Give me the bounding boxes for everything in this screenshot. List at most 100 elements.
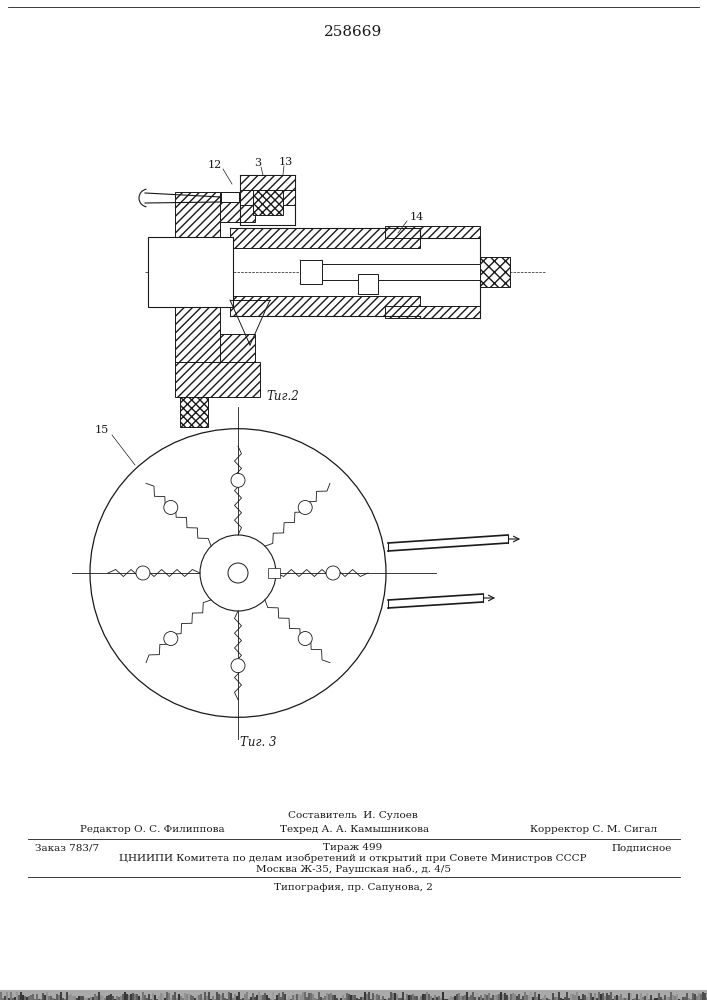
Bar	[306, 997, 308, 1000]
Bar	[574, 995, 576, 1000]
Bar	[474, 997, 476, 1000]
Bar	[624, 998, 626, 1000]
Bar	[220, 995, 222, 1000]
Bar	[174, 992, 176, 1000]
Bar	[622, 998, 624, 1000]
Bar	[68, 995, 70, 1000]
Bar	[308, 993, 310, 1000]
Bar	[346, 993, 348, 1000]
Bar	[404, 999, 406, 1000]
Bar	[410, 995, 412, 1000]
Bar	[256, 995, 258, 1000]
Bar	[18, 995, 20, 1000]
Bar	[658, 993, 660, 1000]
Bar	[590, 993, 592, 1000]
Bar	[172, 995, 174, 1000]
Bar	[82, 996, 84, 1000]
Bar	[480, 995, 482, 1000]
Bar	[78, 996, 80, 1000]
Bar	[660, 997, 662, 1000]
Bar	[234, 994, 236, 1000]
Bar	[238, 992, 240, 1000]
Bar	[92, 997, 94, 1000]
Bar	[182, 998, 184, 1000]
Bar	[318, 992, 320, 1000]
Bar	[240, 175, 295, 190]
Bar	[628, 993, 630, 1000]
Bar	[630, 993, 632, 1000]
Bar	[162, 993, 164, 1000]
Bar	[614, 996, 616, 1000]
Bar	[150, 999, 152, 1000]
Bar	[188, 993, 190, 1000]
Bar	[114, 999, 116, 1000]
Bar	[46, 992, 48, 1000]
Bar	[298, 994, 300, 1000]
Bar	[124, 992, 126, 1000]
Bar	[392, 993, 394, 1000]
Bar	[686, 993, 688, 1000]
Bar	[32, 994, 34, 1000]
Bar	[278, 993, 280, 1000]
Bar	[14, 997, 16, 1000]
Bar	[676, 994, 678, 1000]
Text: Корректор С. М. Сигал: Корректор С. М. Сигал	[530, 826, 657, 834]
Circle shape	[231, 473, 245, 487]
Bar	[400, 998, 402, 1000]
Bar	[312, 994, 314, 1000]
Bar	[56, 994, 58, 1000]
Text: Τиг. 3: Τиг. 3	[240, 736, 276, 750]
Bar	[186, 994, 188, 1000]
Bar	[566, 992, 568, 1000]
Bar	[366, 994, 368, 1000]
Bar	[84, 998, 86, 1000]
Text: 258669: 258669	[324, 25, 382, 39]
Bar	[300, 260, 322, 284]
Bar	[60, 992, 62, 1000]
Bar	[38, 999, 40, 1000]
Bar	[550, 999, 552, 1000]
Bar	[520, 999, 522, 1000]
Bar	[452, 997, 454, 1000]
Bar	[300, 995, 302, 1000]
Bar	[44, 995, 46, 1000]
Bar	[602, 993, 604, 1000]
Bar	[2, 998, 4, 1000]
Bar	[468, 997, 470, 1000]
Bar	[220, 192, 255, 222]
Bar	[512, 993, 514, 1000]
Bar	[506, 995, 508, 1000]
Bar	[578, 996, 580, 1000]
Text: Подписное: Подписное	[612, 844, 672, 852]
Bar	[106, 996, 108, 1000]
Bar	[176, 998, 178, 1000]
Bar	[426, 992, 428, 1000]
Bar	[538, 994, 540, 1000]
Bar	[636, 994, 638, 1000]
Bar	[664, 995, 666, 1000]
Bar	[160, 993, 162, 1000]
Bar	[390, 992, 392, 1000]
Circle shape	[164, 500, 177, 514]
Bar	[86, 998, 88, 1000]
Bar	[478, 997, 480, 1000]
Bar	[184, 993, 186, 1000]
Circle shape	[136, 566, 150, 580]
Bar	[422, 994, 424, 1000]
Bar	[212, 996, 214, 1000]
Bar	[462, 996, 464, 1000]
Bar	[612, 999, 614, 1000]
Bar	[526, 995, 528, 1000]
Bar	[180, 996, 182, 1000]
Bar	[228, 992, 230, 1000]
Bar	[64, 999, 66, 1000]
Bar	[540, 999, 542, 1000]
Bar	[434, 995, 436, 1000]
Bar	[252, 993, 254, 1000]
Bar	[678, 999, 680, 1000]
Bar	[522, 996, 524, 1000]
Bar	[412, 994, 414, 1000]
Bar	[110, 994, 112, 1000]
Bar	[202, 998, 204, 1000]
Bar	[72, 996, 74, 1000]
